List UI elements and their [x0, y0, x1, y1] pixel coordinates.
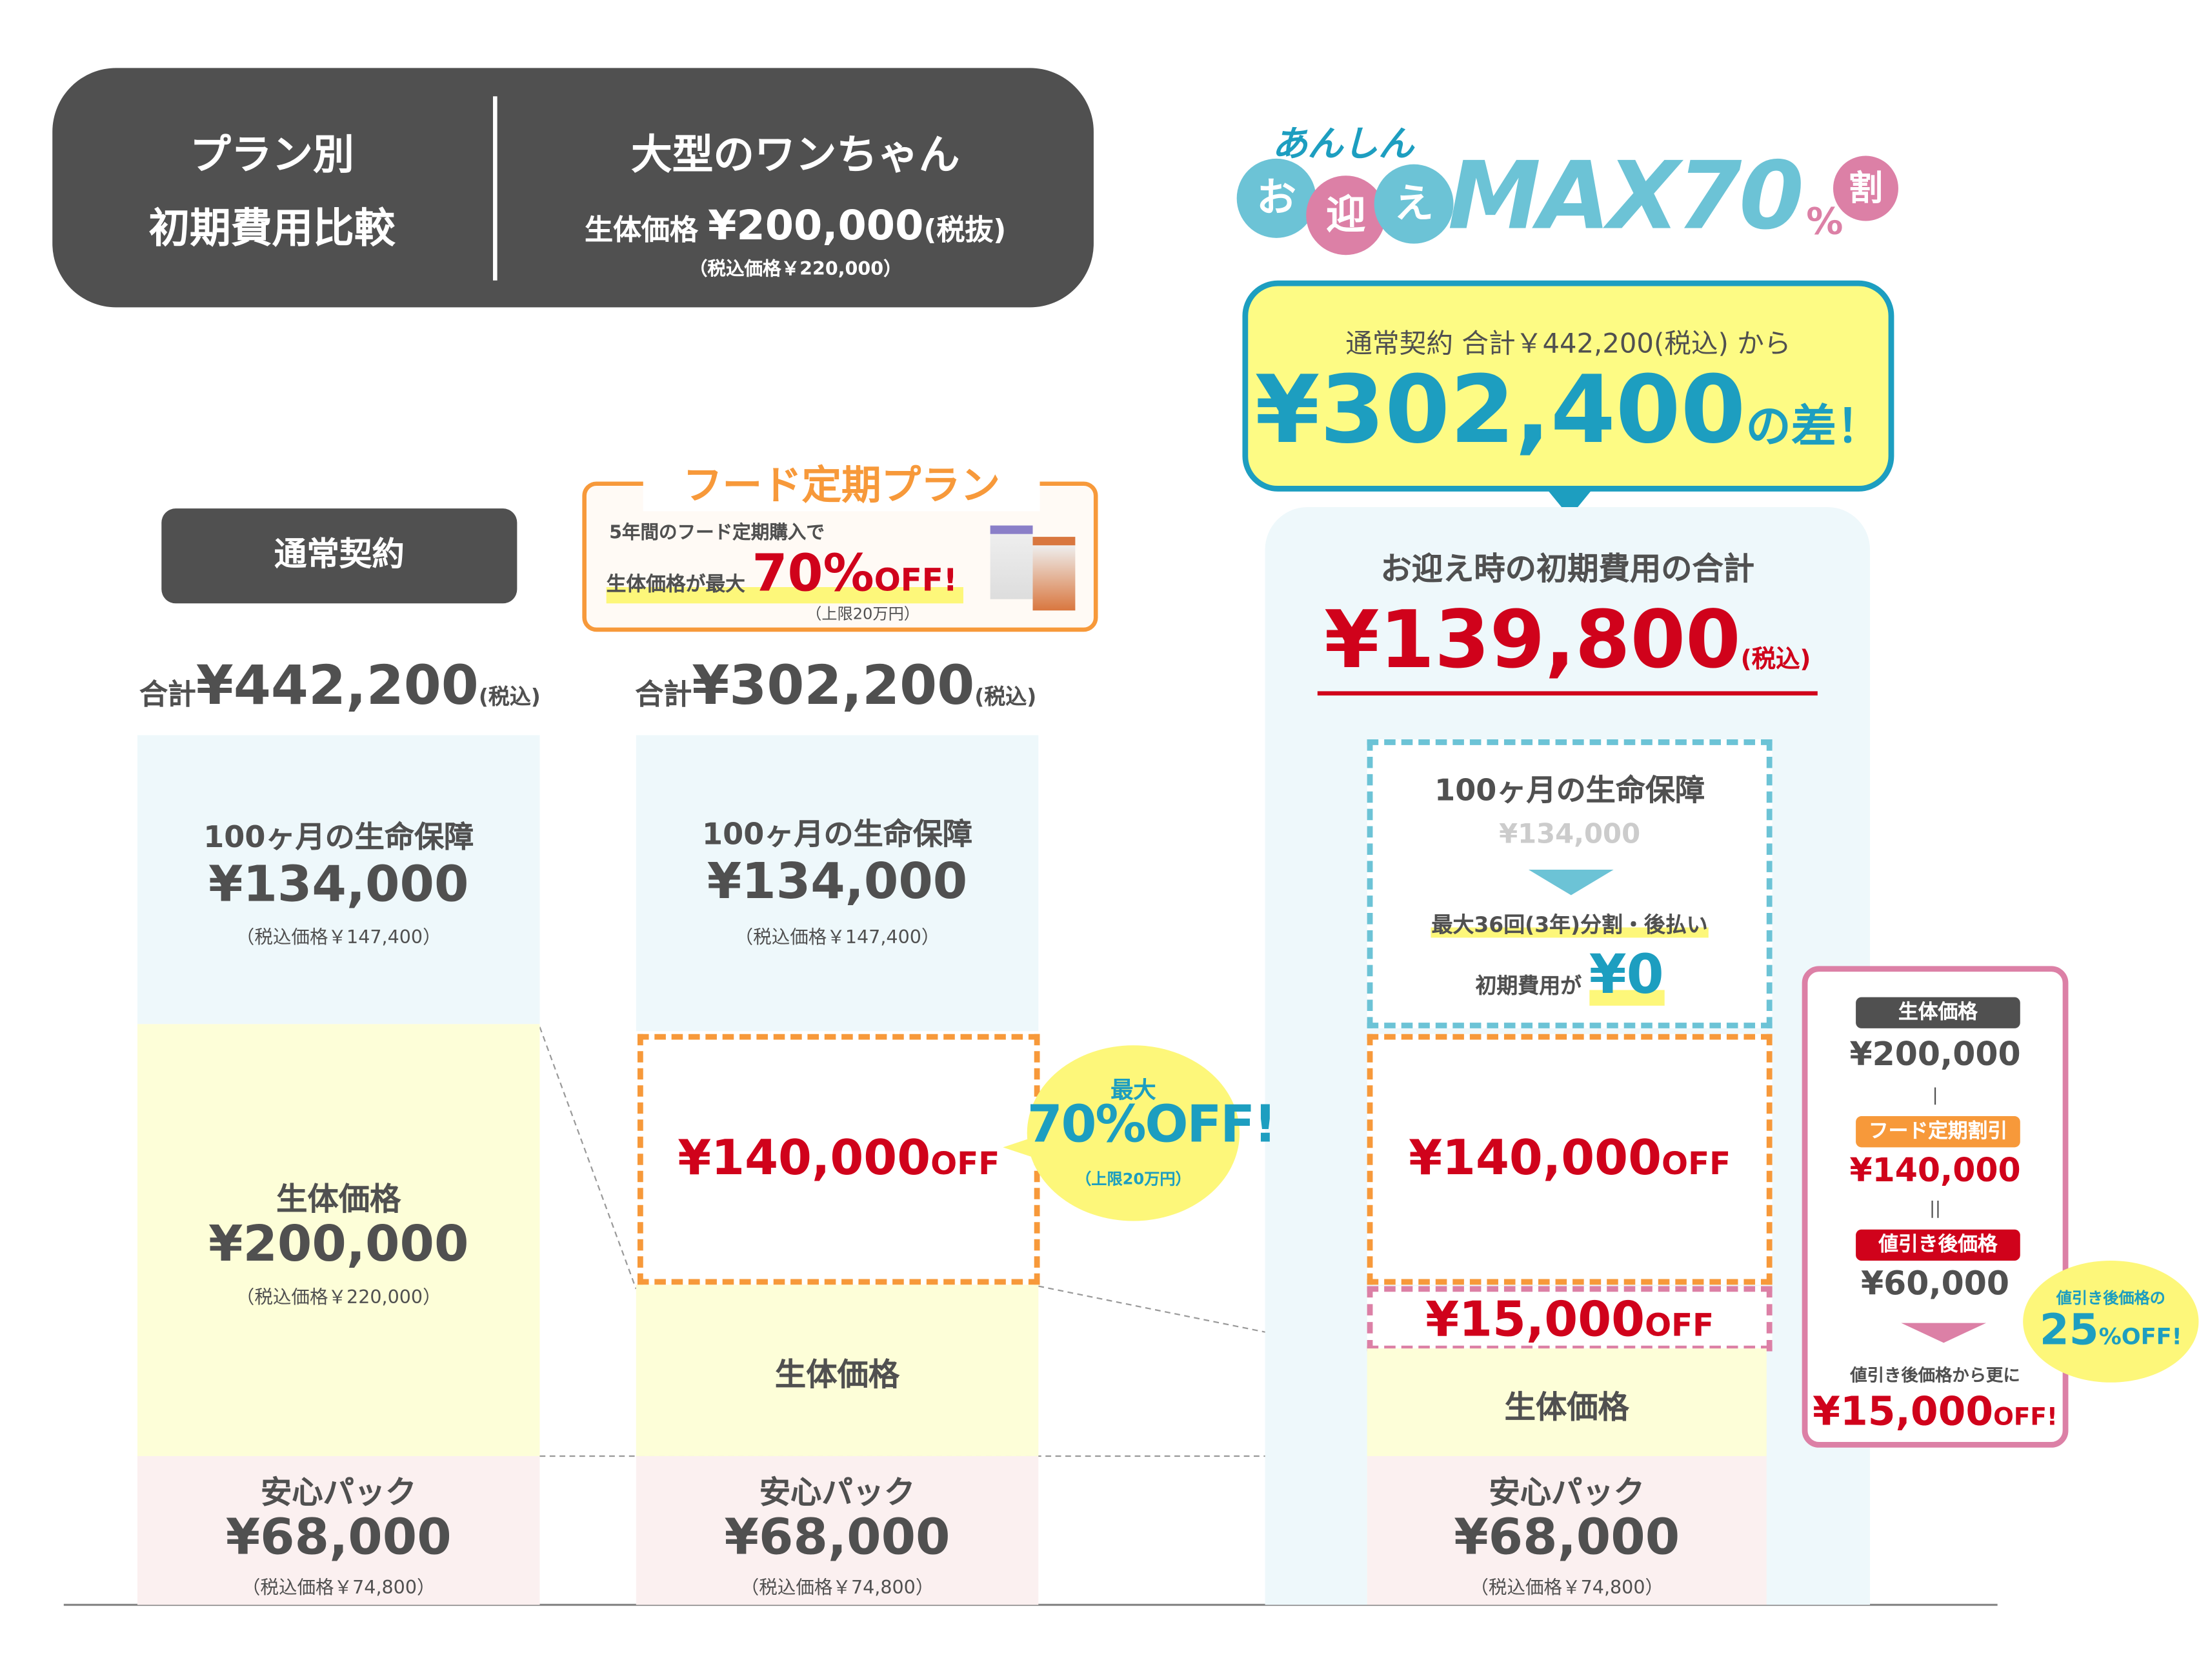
arrow-down-icon — [1901, 1323, 1987, 1343]
food-bag-image — [1032, 537, 1076, 611]
normal-pack: 安心パック ¥68,000 （税込価格￥74,800） — [137, 1455, 540, 1605]
header-title-line1: プラン別 — [190, 130, 354, 179]
price-label: 生体価格 — [585, 212, 698, 247]
header-dog-size: 大型のワンちゃん — [631, 130, 960, 179]
header-title-line2: 初期費用比較 — [148, 204, 396, 252]
price-value: ¥200,000 — [708, 201, 924, 250]
savings-callout: 通常契約 合計￥442,200(税込) から ¥302,400の差！ — [1242, 280, 1894, 492]
anshin-total-title: お迎え時の初期費用の合計 — [1380, 552, 1755, 588]
anshin-pack: 安心パック ¥68,000 （税込価格￥74,800） — [1367, 1455, 1767, 1605]
price-tax-note: (税抜) — [923, 212, 1007, 247]
anshin-food-discount-box: ¥140,000OFF — [1367, 1034, 1773, 1285]
food-total: ¥302,200 — [692, 654, 975, 717]
arrow-down-icon — [1528, 870, 1614, 895]
food-pack: 安心パック ¥68,000 （税込価格￥74,800） — [636, 1455, 1039, 1605]
25-off-bubble: 値引き後価格の 25%OFF! — [2023, 1260, 2199, 1383]
price-tax-incl: （税込価格￥220,000） — [688, 259, 902, 281]
food-bag-image — [990, 525, 1033, 599]
anshin-insurance-box: 100ヶ月の生命保障 ¥134,000 最大36回(3年)分割・後払い 初期費用… — [1367, 739, 1773, 1028]
anshin-body-price: 生体価格 — [1367, 1348, 1767, 1456]
food-70-bubble: 最大 70%OFF! （上限20万円） — [1027, 1045, 1277, 1221]
anshin-logo: あんしん お 迎 え MAX70 % 割 — [1232, 116, 1913, 258]
normal-plan-badge: 通常契約 — [161, 508, 517, 604]
anshin-extra-discount-box: ¥15,000OFF — [1367, 1286, 1773, 1352]
food-insurance: 100ヶ月の生命保障 ¥134,000 （税込価格￥147,400） — [636, 735, 1039, 1032]
food-body-price: 生体価格 — [636, 1285, 1039, 1456]
anshin-total: ¥139,800 — [1324, 595, 1741, 687]
normal-body-price: 生体価格 ¥200,000 （税込価格￥220,000） — [137, 1024, 540, 1456]
food-discount-box: ¥140,000OFF — [637, 1034, 1040, 1285]
food-plan-box: フード定期プラン 5年間のフード定期購入で 生体価格が最大 70%OFF! （上… — [582, 454, 1098, 632]
normal-total: ¥442,200 — [196, 654, 479, 717]
header-banner: プラン別 初期費用比較 大型のワンちゃん 生体価格 ¥200,000(税抜) （… — [52, 68, 1094, 308]
discount-detail-box: 生体価格 ¥200,000 | フード定期割引 ¥140,000 || 値引き後… — [1802, 966, 2069, 1448]
normal-insurance: 100ヶ月の生命保障 ¥134,000 （税込価格￥147,400） — [137, 735, 540, 1025]
